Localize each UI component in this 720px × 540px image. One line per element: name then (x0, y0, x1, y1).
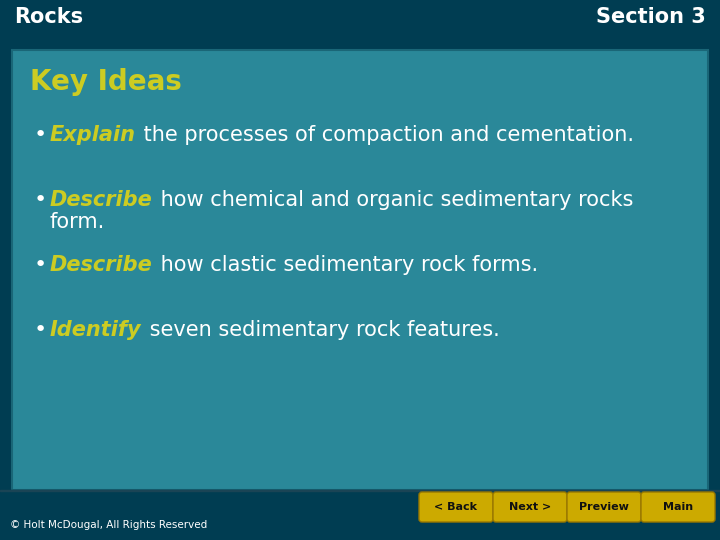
Bar (0, 490, 720, 491)
Text: Key Ideas: Key Ideas (30, 68, 182, 96)
Text: Describe: Describe (50, 190, 153, 210)
Text: Section 3: Section 3 (596, 7, 706, 27)
Text: < Back: < Back (434, 502, 477, 512)
Text: Rocks: Rocks (14, 7, 83, 27)
Text: how clastic sedimentary rock forms.: how clastic sedimentary rock forms. (154, 255, 538, 275)
Text: Preview: Preview (579, 502, 629, 512)
Bar (0, 490, 720, 540)
FancyBboxPatch shape (567, 492, 641, 522)
Text: •: • (34, 255, 48, 275)
FancyBboxPatch shape (493, 492, 567, 522)
Text: Main: Main (663, 502, 693, 512)
Text: the processes of compaction and cementation.: the processes of compaction and cementat… (137, 125, 634, 145)
Text: •: • (34, 190, 48, 210)
Text: © Holt McDougal, All Rights Reserved: © Holt McDougal, All Rights Reserved (10, 520, 207, 530)
Text: how chemical and organic sedimentary rocks: how chemical and organic sedimentary roc… (154, 190, 633, 210)
Text: Describe: Describe (50, 255, 153, 275)
Text: form.: form. (50, 212, 105, 232)
FancyBboxPatch shape (12, 50, 708, 490)
Text: Identify: Identify (50, 320, 142, 340)
Text: •: • (34, 320, 48, 340)
Text: Explain: Explain (50, 125, 136, 145)
Text: seven sedimentary rock features.: seven sedimentary rock features. (143, 320, 500, 340)
FancyBboxPatch shape (419, 492, 493, 522)
FancyBboxPatch shape (641, 492, 715, 522)
Text: Next >: Next > (509, 502, 551, 512)
Text: •: • (34, 125, 48, 145)
